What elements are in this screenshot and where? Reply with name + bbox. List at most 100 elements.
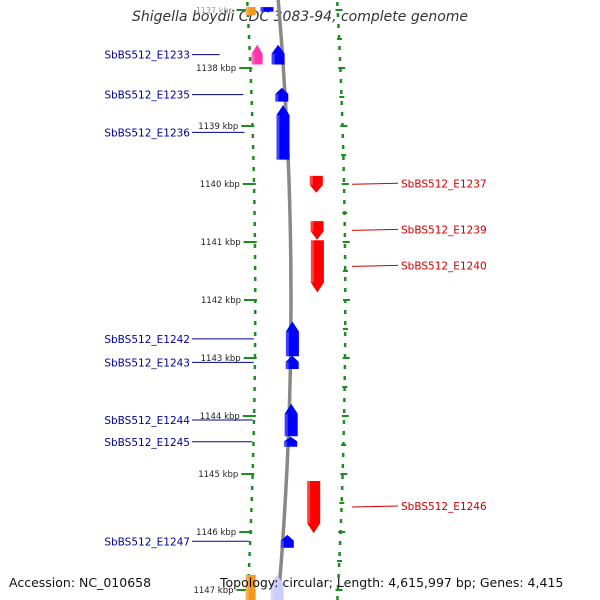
inner-ring-dot xyxy=(250,486,254,490)
inner-ring-dot xyxy=(250,101,253,105)
inner-ring-dot xyxy=(246,2,249,6)
tick-label: 1137 kbp xyxy=(196,6,234,15)
inner-ring-dot xyxy=(253,376,256,380)
ring-layer xyxy=(246,2,347,600)
outer-ring-dot xyxy=(337,563,341,567)
outer-ring-dot xyxy=(342,167,345,171)
outer-ring-dot xyxy=(343,398,346,402)
outer-ring-dot xyxy=(340,112,344,116)
outer-ring-dot xyxy=(342,189,346,193)
gene-shade xyxy=(276,115,280,160)
outer-ring-dot xyxy=(340,497,344,501)
inner-ring-dot xyxy=(253,211,256,215)
tick-label: 1140 kbp xyxy=(200,180,240,190)
outer-ring-dot xyxy=(338,552,341,556)
outer-ring-dot xyxy=(336,2,339,6)
inner-ring-dot xyxy=(253,200,256,204)
gene-feature xyxy=(271,44,285,65)
inner-ring-dot xyxy=(253,288,257,292)
outer-ring-dot xyxy=(342,156,345,160)
gene-sbbs512-e1233 xyxy=(251,44,263,65)
outer-ring-dot xyxy=(336,585,340,589)
inner-ring-dot xyxy=(252,431,255,435)
outer-ring-dot xyxy=(343,244,347,248)
outer-ring-dot xyxy=(343,332,347,336)
outer-ring-dot xyxy=(343,321,347,325)
inner-ring-dot xyxy=(247,35,251,39)
accession-text: Accession: NC_010658 xyxy=(9,575,152,590)
outer-ring-dot xyxy=(343,277,347,281)
outer-ring-dot xyxy=(338,46,341,50)
gene-feature xyxy=(245,7,256,16)
gene-label: SbBS512_E1246 xyxy=(401,501,487,513)
gene-sbbs512-e1236 xyxy=(276,105,290,160)
gene-label: SbBS512_E1247 xyxy=(104,536,190,548)
outer-ring-dot xyxy=(339,519,343,523)
inner-ring-dot xyxy=(253,277,257,281)
gene-shade xyxy=(285,361,289,370)
tick-label: 1146 kbp xyxy=(196,528,236,538)
outer-ring-dot xyxy=(339,68,342,72)
label-leader xyxy=(351,264,399,267)
outer-ring-dot xyxy=(337,35,341,39)
outer-ring-dot xyxy=(339,79,343,83)
inner-ring-dot xyxy=(253,255,257,259)
tick-label: 1138 kbp xyxy=(196,64,236,74)
inner-ring-dot xyxy=(253,222,256,226)
outer-ring-dot xyxy=(341,453,345,457)
inner-ring-dot xyxy=(247,24,250,28)
inner-ring-dot xyxy=(249,79,253,83)
inner-ring-dot xyxy=(252,442,255,446)
gene-shade xyxy=(270,584,274,600)
outer-ring-dot xyxy=(343,222,346,226)
inner-ring-dot xyxy=(248,552,251,556)
gene-shade xyxy=(310,240,314,283)
outer-ring-dot xyxy=(340,101,343,105)
gene-sbbs512-e1237 xyxy=(309,175,323,193)
inner-ring-dot xyxy=(253,321,257,325)
inner-ring-dot xyxy=(250,112,254,116)
inner-ring-dot xyxy=(252,420,256,424)
outer-ring-dot xyxy=(343,255,347,259)
inner-ring-dot xyxy=(252,409,256,413)
outer-ring-dot xyxy=(340,508,343,512)
outer-ring-dot xyxy=(341,464,345,468)
outer-ring-dot xyxy=(341,475,344,479)
gene-shade xyxy=(307,480,311,524)
inner-ring-dot xyxy=(253,343,257,347)
gene-label: SbBS512_E1236 xyxy=(104,127,190,139)
inner-ring-dot xyxy=(253,354,257,358)
gene-feature xyxy=(260,7,274,12)
gene-sbbs512-e1245 xyxy=(284,436,298,447)
gene-label: SbBS512_E1243 xyxy=(104,357,190,369)
gene-shade xyxy=(310,221,314,232)
gene-shade xyxy=(260,7,264,12)
gene-label: SbBS512_E1233 xyxy=(104,50,190,62)
outer-ring-dot xyxy=(341,145,345,149)
outer-ring-dot xyxy=(337,24,340,28)
outer-ring-dot xyxy=(343,387,346,391)
inner-ring-dot xyxy=(252,178,256,182)
outer-ring-dot xyxy=(342,178,346,182)
outer-ring-dot xyxy=(342,431,345,435)
inner-ring-dot xyxy=(251,145,255,149)
gene-label: SbBS512_E1237 xyxy=(401,178,487,190)
inner-ring-dot xyxy=(250,508,253,512)
tick-layer: 1137 kbp 1138 kbp 1139 kbp 1140 kbp 1141 kbp… xyxy=(193,6,350,596)
gene-sbbs512-e1242 xyxy=(285,321,299,357)
tick-label: 1143 kbp xyxy=(201,354,241,364)
inner-ring-dot xyxy=(253,398,256,402)
outer-ring-dot xyxy=(342,409,346,413)
gene-label: SbBS512_E1240 xyxy=(401,260,487,272)
outer-ring-dot xyxy=(340,90,343,94)
gene-label: SbBS512_E1239 xyxy=(401,224,487,236)
inner-ring-dot xyxy=(252,156,255,160)
gene-shade xyxy=(285,331,289,357)
outer-ring-dot xyxy=(338,57,342,61)
inner-ring-dot xyxy=(248,541,252,545)
outer-ring-dot xyxy=(336,596,339,600)
gene-shade xyxy=(284,413,288,437)
outer-ring-dot xyxy=(341,134,345,138)
label-layer: SbBS512_E1233 SbBS512_E1235 SbBS512_E1236 S… xyxy=(104,50,487,549)
inner-ring-dot xyxy=(251,464,255,468)
